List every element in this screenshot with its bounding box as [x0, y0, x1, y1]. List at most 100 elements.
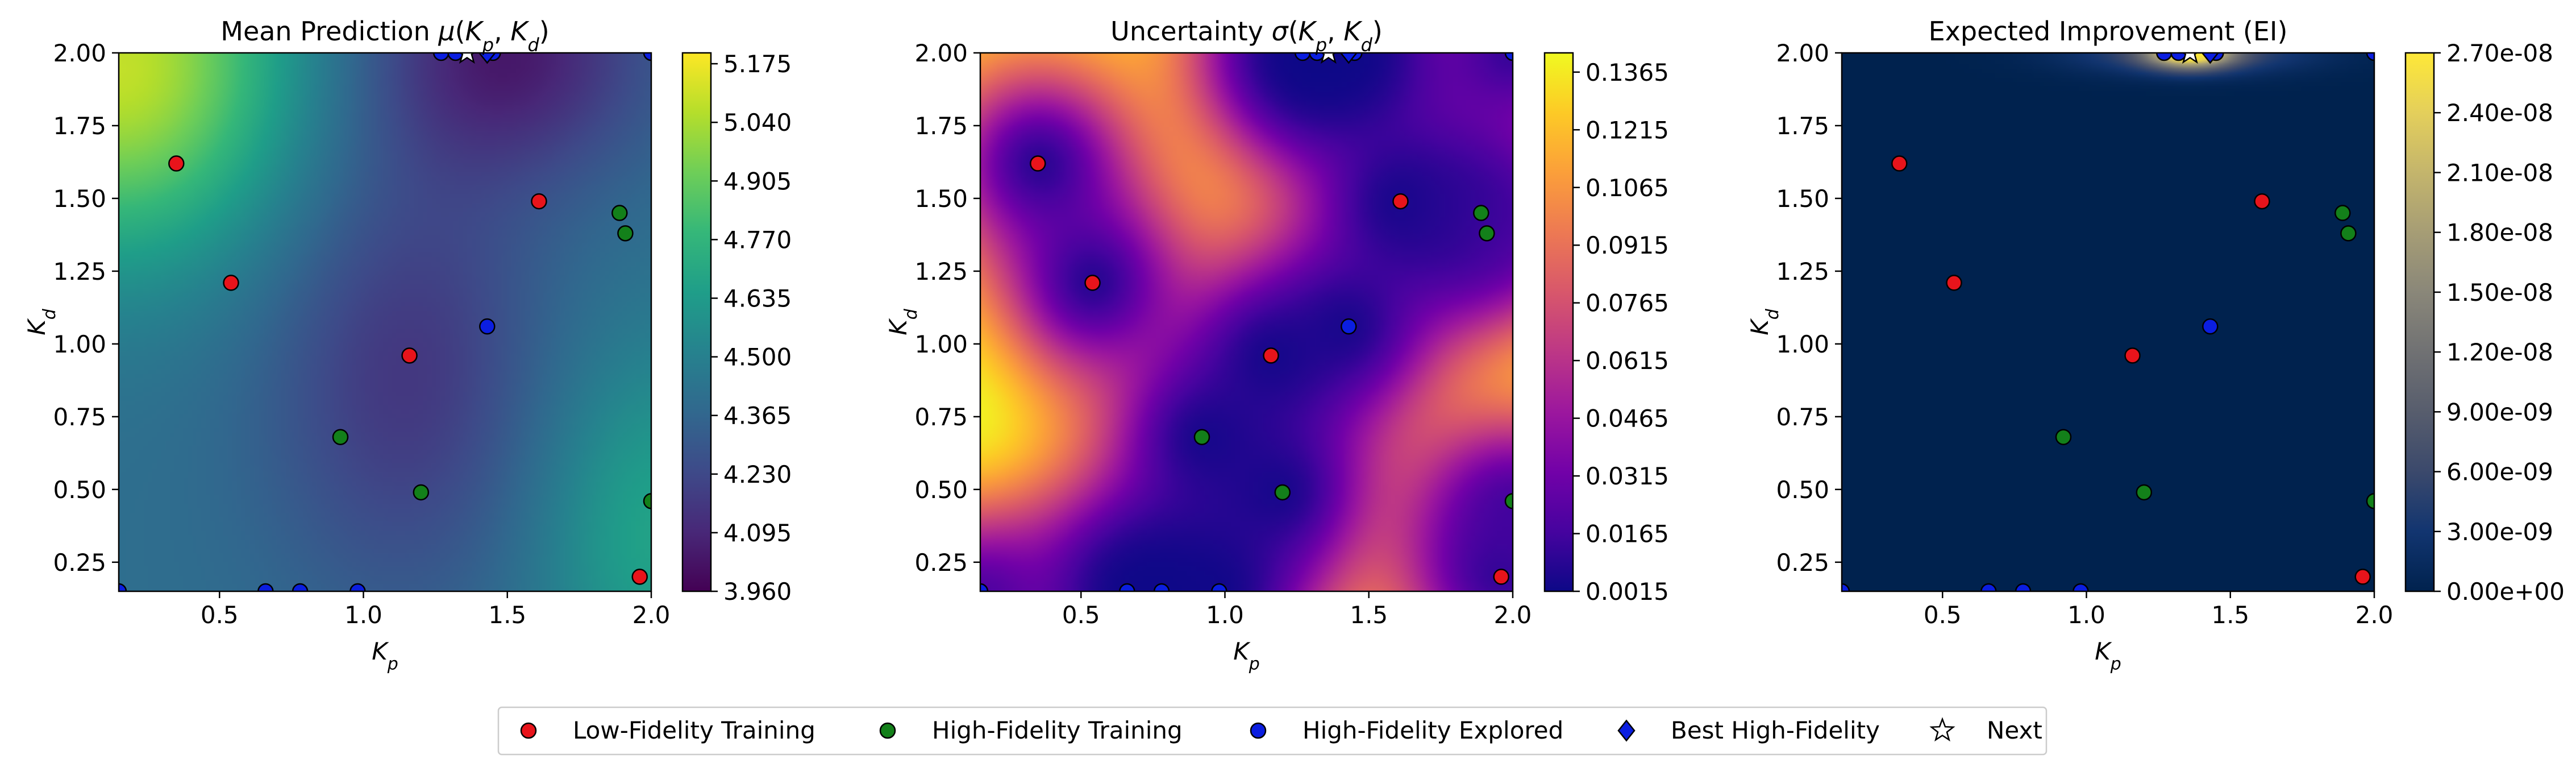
- high-fidelity-point: [413, 484, 430, 501]
- colorbar-tick-label: 1.80e-08: [2446, 219, 2553, 247]
- panel-title: Expected Improvement (EI): [1929, 16, 2288, 47]
- y-tick-label: 1.75: [53, 112, 106, 140]
- plot-frame: [1841, 52, 2375, 592]
- colorbar: 3.960 4.095 4.230 4.365 4.500 4.635 4.770 4.905…: [681, 50, 792, 606]
- colorbar-tick-label: 0.0015: [1585, 578, 1669, 606]
- next-point: [459, 53, 475, 64]
- next-point: [2182, 53, 2198, 64]
- high-fidelity-point: [611, 205, 628, 221]
- y-tick-label: 0.75: [1776, 403, 1829, 431]
- y-tick-label: 1.25: [1776, 258, 1829, 285]
- x-tick-label: 1.0: [344, 601, 382, 629]
- colorbar-tick-label: 0.1065: [1585, 174, 1669, 202]
- y-tick-label: 1.75: [1776, 112, 1829, 140]
- explored-point: [349, 583, 366, 591]
- x-tick-label: 2.0: [2356, 601, 2394, 629]
- next-point: [1320, 53, 1337, 64]
- y-axis-label: Kd: [23, 308, 60, 335]
- low-fidelity-point: [1084, 275, 1101, 291]
- high-fidelity-point: [2055, 429, 2072, 445]
- legend-marker: [1250, 722, 1267, 739]
- low-fidelity-point: [531, 193, 547, 210]
- x-axis-label: Kp: [1233, 637, 1260, 674]
- y-axis-label: Kd: [884, 308, 921, 335]
- y-tick-label: 0.50: [53, 476, 106, 504]
- legend-label: Next: [1987, 716, 2042, 744]
- low-fidelity-point: [1392, 193, 1409, 210]
- low-fidelity-point: [1263, 347, 1279, 364]
- panel-3: 0.5 1.0 1.5 2.0 0.25 0.50 0.75 1.00 1.25 1.50 1.75…: [1746, 16, 2565, 674]
- legend-label: Best High-Fidelity: [1671, 716, 1880, 744]
- low-fidelity-point: [1030, 155, 1046, 172]
- explored-point: [479, 318, 496, 335]
- best-point: [2201, 53, 2219, 64]
- high-fidelity-point: [2366, 493, 2374, 509]
- heatmap-surface: [119, 53, 651, 591]
- colorbar-tick-label: 0.0915: [1585, 231, 1669, 259]
- low-fidelity-point: [2254, 193, 2270, 210]
- data-points: [119, 53, 651, 591]
- x-tick-label: 1.5: [488, 601, 526, 629]
- x-tick-label: 2.0: [632, 601, 671, 629]
- high-fidelity-point: [2334, 205, 2351, 221]
- plot-frame: [979, 52, 1514, 592]
- explored-point: [643, 53, 651, 61]
- colorbar-tick-label: 4.500: [723, 343, 792, 371]
- panel-1: 0.5 1.0 1.5 2.0 0.25 0.50 0.75 1.00 1.25 1.50 1.75…: [23, 16, 792, 674]
- x-tick-label: 2.0: [1494, 601, 1532, 629]
- y-tick-label: 1.00: [1776, 330, 1829, 358]
- legend-item: High-Fidelity Explored: [1250, 716, 1563, 744]
- colorbar-tick-label: 4.230: [723, 461, 792, 488]
- colorbar-tick-label: 3.960: [723, 578, 792, 606]
- legend-item: Next: [1929, 716, 2042, 744]
- explored-point: [980, 583, 989, 591]
- colorbar-tick-label: 4.095: [723, 519, 792, 547]
- y-tick-label: 2.00: [53, 39, 106, 67]
- explored-point: [292, 583, 309, 591]
- explored-point: [433, 53, 450, 61]
- colorbar-tick-label: 4.635: [723, 284, 792, 312]
- high-fidelity-point: [1504, 493, 1513, 509]
- explored-point: [2202, 318, 2219, 335]
- colorbar-tick-label: 1.20e-08: [2446, 338, 2553, 366]
- colorbar-tick-label: 2.10e-08: [2446, 159, 2553, 186]
- legend-label: High-Fidelity Explored: [1302, 716, 1563, 744]
- explored-point: [2366, 53, 2374, 61]
- legend-marker: [879, 722, 896, 739]
- explored-point: [1980, 583, 1997, 591]
- best-point: [478, 53, 496, 64]
- explored-point: [257, 583, 274, 591]
- y-tick-label: 0.50: [1776, 476, 1829, 504]
- colorbar-tick-label: 1.50e-08: [2446, 279, 2553, 306]
- x-tick-label: 0.5: [201, 601, 239, 629]
- x-tick-label: 0.5: [1924, 601, 1962, 629]
- high-fidelity-point: [617, 225, 634, 242]
- explored-point: [2156, 53, 2173, 61]
- legend-item: Low-Fidelity Training: [520, 716, 815, 744]
- y-tick-label: 0.50: [914, 476, 968, 504]
- y-tick-label: 1.50: [1776, 185, 1829, 213]
- y-axis-label: Kd: [1746, 308, 1783, 335]
- panel-title: Mean Prediction μ(Kp, Kd): [220, 16, 550, 56]
- x-tick-label: 0.5: [1062, 601, 1100, 629]
- high-fidelity-point: [1193, 429, 1210, 445]
- plot-frame: [118, 52, 652, 592]
- high-fidelity-point: [2136, 484, 2153, 501]
- colorbar-tick-label: 2.40e-08: [2446, 99, 2553, 127]
- legend-marker: [1617, 719, 1636, 742]
- low-fidelity-point: [168, 155, 185, 172]
- y-tick-label: 1.00: [914, 330, 968, 358]
- low-fidelity-point: [2354, 569, 2371, 585]
- legend-box: [497, 706, 2048, 756]
- y-tick-label: 1.25: [914, 258, 968, 285]
- explored-point: [1341, 318, 1357, 335]
- high-fidelity-point: [643, 493, 651, 509]
- colorbar-tick-label: 9.00e-09: [2446, 398, 2553, 426]
- colorbar-tick-label: 3.00e-09: [2446, 518, 2553, 546]
- colorbar: 0.00e+00 3.00e-09 6.00e-09 9.00e-09 1.20e-08…: [2404, 39, 2565, 606]
- y-tick-label: 2.00: [1776, 39, 1829, 67]
- x-tick-label: 1.0: [2067, 601, 2105, 629]
- y-tick-label: 1.75: [914, 112, 968, 140]
- explored-point: [2015, 583, 2032, 591]
